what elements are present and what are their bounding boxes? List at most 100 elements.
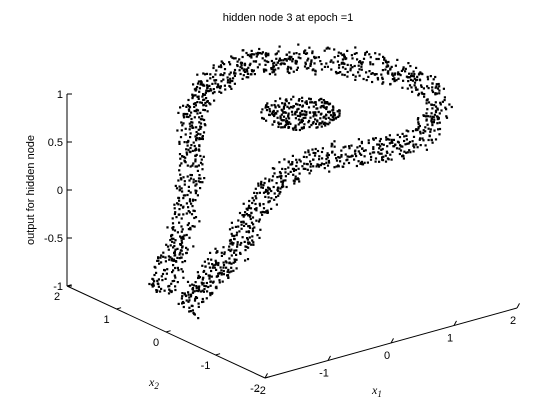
data-point [244,211,247,214]
data-point [223,84,226,87]
data-point [223,63,226,66]
data-point [402,79,405,82]
data-point [341,73,344,76]
data-point [291,106,294,109]
data-point [450,105,453,109]
data-point [350,144,353,147]
data-point [346,70,349,74]
data-point [246,258,250,261]
data-point [270,112,274,115]
data-point [437,128,440,131]
data-point [251,201,254,205]
data-point [180,217,183,220]
data-point [407,80,410,83]
data-point [433,113,436,116]
data-point [179,136,183,139]
data-point [413,84,416,87]
data-point [238,230,241,233]
data-point [405,134,408,137]
data-point [259,211,262,214]
data-point [230,262,233,265]
data-point [234,72,237,75]
data-point [424,130,427,133]
data-point [352,73,355,76]
data-point [396,58,399,61]
data-point [191,149,194,152]
data-point [325,122,328,125]
data-point [339,71,342,74]
data-point [325,106,328,109]
data-point [292,128,295,131]
data-point [316,126,319,129]
data-point [426,108,429,111]
data-point [307,57,310,60]
data-point [196,271,199,274]
data-point [405,151,408,154]
data-point [182,114,185,117]
data-point [374,52,377,55]
data-point [258,204,262,207]
data-point [337,165,340,168]
data-point [219,87,222,90]
data-point [400,69,403,72]
data-point [199,127,202,130]
data-point [219,85,222,88]
data-point [191,225,194,228]
data-point [251,239,254,242]
data-point [261,51,264,54]
data-point [168,258,171,261]
data-point [301,119,304,122]
data-point [192,209,195,212]
data-point [337,115,340,118]
data-point [378,140,381,143]
data-point [417,73,421,76]
data-point [309,64,312,67]
data-point [410,86,413,89]
data-point [250,221,254,224]
data-point [313,57,316,60]
data-point [262,117,265,120]
data-point [360,65,363,68]
data-point [366,161,369,164]
data-point [226,81,229,84]
data-point [286,67,289,70]
data-point [258,63,261,66]
data-point [317,56,320,59]
data-point [422,131,425,134]
data-point [305,113,308,116]
data-point [275,112,278,115]
data-point [201,181,204,184]
data-point [270,207,273,210]
data-point [345,159,348,162]
data-point [192,162,195,165]
data-point [250,49,253,52]
data-point [230,270,233,273]
data-point [326,46,329,49]
tick-marks [66,93,520,379]
data-point [173,244,176,248]
data-point [248,242,251,245]
data-point [356,146,359,149]
data-point [295,161,299,164]
data-point [167,248,170,251]
data-point [247,76,250,79]
data-point [322,105,325,109]
data-point [309,116,312,119]
data-point [190,111,193,114]
data-point [229,238,232,242]
data-point [172,264,175,267]
data-point [384,68,387,71]
data-point [198,138,201,141]
data-point [397,71,400,74]
data-point [173,251,176,254]
data-point [199,154,202,158]
data-point [272,69,275,72]
data-point [261,57,264,60]
data-point [161,272,165,276]
data-point [327,153,330,157]
data-point [263,70,266,73]
data-point [233,72,236,75]
data-point [338,114,341,117]
data-point [230,87,233,90]
data-point [386,151,389,154]
